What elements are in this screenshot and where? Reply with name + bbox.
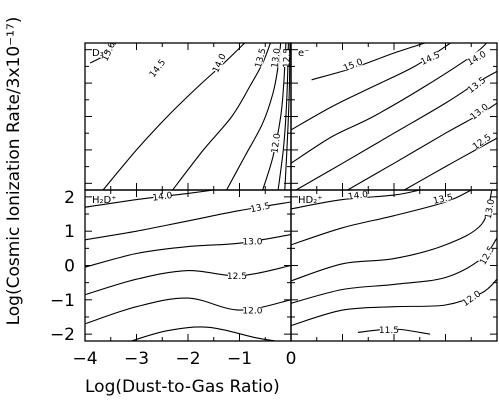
panel-ticks-H2Dplus — [84, 190, 292, 341]
contour-lines-D3plus: 15.014.5 14.0 13.5 13.0 12.512.0 — [89, 43, 293, 190]
contour-line-HD2plus-12.0 — [291, 278, 497, 327]
panel-label-HD2plus: HD₂⁺ — [298, 195, 323, 206]
contour-label-HD2plus-11.5: 11.5 — [379, 326, 399, 336]
contour-label-HD2plus-12.0: 12.0 — [461, 289, 483, 309]
panel-frame-electron — [290, 42, 498, 191]
contour-label-electron-15.0: 15.0 — [342, 57, 365, 74]
contour-label-H2Dplus-13.0: 13.0 — [242, 238, 262, 248]
contour-label-D3plus-14.5: 14.5 — [148, 58, 168, 80]
panel-label-D3plus: D₃⁺ — [92, 48, 109, 59]
panel-D3plus: 15.014.5 14.0 13.5 13.0 12.512.0D₃⁺ — [84, 42, 293, 191]
contour-label-H2Dplus-14.0: 14.0 — [152, 191, 174, 204]
panels-group: 15.014.5 14.0 13.5 13.0 12.512.0D₃⁺15.0 14.5 1… — [84, 42, 498, 342]
contour-line-D3plus-13.0 — [262, 43, 287, 190]
x-axis-label: Log(Dust-to-Gas Ratio) — [85, 377, 280, 397]
contour-line-electron-12.5 — [404, 137, 497, 190]
y-tick-labels: −2 −1 0 1 2 — [50, 188, 75, 345]
y-tick-label-2: 0 — [64, 257, 75, 277]
contour-line-H2Dplus-12.5 — [85, 264, 291, 296]
contour-label-D3plus-13.5: 13.5 — [254, 47, 269, 69]
contour-line-electron-15.0 — [311, 43, 426, 81]
y-tick-label-1: −1 — [50, 291, 75, 311]
contour-label-electron-14.0: 14.0 — [466, 50, 489, 69]
contour-line-D3plus-14.5 — [102, 43, 246, 190]
contour-label-electron-14.5: 14.5 — [419, 50, 441, 68]
contour-line-D3plus-14.0 — [172, 43, 271, 190]
panel-label-H2Dplus: H₂D⁺ — [92, 195, 117, 206]
contour-label-D3plus-12.5: 12.5 — [282, 48, 293, 68]
x-tick-label-1: −3 — [124, 349, 149, 369]
x-tick-label-2: −2 — [175, 349, 200, 369]
contour-label-H2Dplus-12.0: 12.0 — [242, 306, 262, 316]
contour-label-H2Dplus-13.5: 13.5 — [250, 201, 272, 215]
contour-line-HD2plus-14.0 — [291, 190, 420, 210]
x-tick-label-0: −4 — [72, 349, 97, 369]
x-tick-label-3: −1 — [227, 349, 252, 369]
contour-lines-electron: 15.0 14.5 14.013.513.012.5 — [291, 43, 497, 190]
contour-label-HD2plus-13.5: 13.5 — [432, 193, 454, 207]
contour-label-D3plus-12.0: 12.0 — [270, 132, 283, 154]
contour-line-HD2plus-12.5 — [291, 237, 497, 304]
contour-label-D3plus-13.0: 13.0 — [270, 47, 283, 69]
y-tick-label-3: 1 — [64, 222, 75, 242]
panel-ticks-electron — [290, 43, 498, 190]
panel-ticks-HD2plus — [290, 190, 498, 341]
contour-label-H2Dplus-12.5: 12.5 — [227, 272, 247, 282]
contour-label-HD2plus-14.0: 14.0 — [347, 190, 369, 203]
contour-label-D3plus-14.0: 14.0 — [211, 52, 229, 75]
y-axis-label: Log(Cosmic Ionization Rate/3x10⁻¹⁷) — [4, 17, 24, 326]
panel-H2Dplus: 14.0 13.5 13.0 12.5 12.0 H₂D⁺ — [84, 189, 292, 342]
y-tick-label-4: 2 — [64, 188, 75, 208]
contour-label-HD2plus-13.0: 13.0 — [484, 198, 497, 220]
contour-label-electron-13.0: 13.0 — [469, 102, 491, 122]
contour-line-H2Dplus-unlabeled-5 — [131, 326, 276, 341]
contour-line-HD2plus-13.5 — [291, 190, 472, 246]
contour-line-electron-14.0 — [291, 43, 488, 164]
x-tick-label-4: 0 — [286, 349, 297, 369]
contour-lines-HD2plus: 14.0 13.5 13.012.512.011.5 — [291, 190, 497, 336]
panel-label-electron: e⁻ — [298, 48, 309, 59]
y-tick-label-0: −2 — [50, 325, 75, 345]
contour-lines-H2Dplus: 14.0 13.5 13.0 12.5 12.0 — [85, 190, 291, 341]
contour-line-HD2plus-13.0 — [291, 190, 493, 282]
x-tick-labels: −4 −3 −2 −1 0 — [72, 349, 296, 369]
panel-frame-HD2plus — [290, 189, 498, 342]
panel-electron: 15.0 14.5 14.013.513.012.5e⁻ — [290, 42, 498, 191]
